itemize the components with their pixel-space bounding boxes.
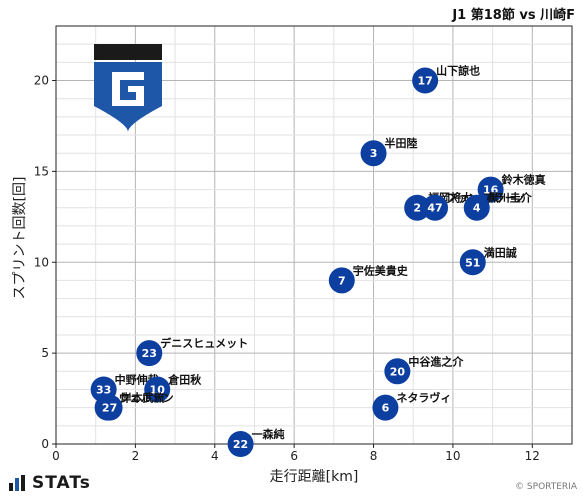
- y-tick-label: 0: [41, 437, 49, 451]
- stats-logo: STATs: [8, 473, 91, 493]
- player-marker: [463, 194, 490, 221]
- player-point: 3 半田陸: [360, 136, 418, 167]
- player-name: 鈴木徳真: [502, 173, 546, 187]
- player-point: 4 黒川圭介: [463, 191, 533, 221]
- player-point: 27 岸本武流: [96, 391, 165, 421]
- plot-frame: [55, 25, 573, 445]
- player-name: 倉田秋: [167, 372, 202, 386]
- player-marker: [422, 194, 449, 221]
- x-tick-label: 2: [132, 449, 140, 463]
- player-number: 3: [370, 147, 378, 160]
- x-tick-label: 0: [52, 449, 60, 463]
- player-number: 33: [96, 383, 111, 396]
- player-number: 17: [417, 75, 432, 88]
- player-point: 17 山下諒也: [412, 64, 480, 94]
- player-number: 6: [382, 402, 390, 415]
- axes: 0 2 4 6 8 10 12 0 5 10 15 20: [34, 25, 573, 463]
- player-marker: [412, 67, 439, 94]
- player-number: 10: [150, 383, 166, 396]
- x-axis-label: 走行距離[km]: [270, 468, 359, 485]
- player-number: 20: [390, 365, 406, 378]
- player-marker: [328, 267, 355, 294]
- player-marker: [372, 394, 399, 421]
- x-tick-label: 8: [370, 449, 378, 463]
- player-point: 6 ネタラヴィ: [372, 391, 451, 421]
- x-tick-label: 12: [525, 449, 540, 463]
- x-tick-label: 10: [445, 449, 460, 463]
- player-marker: [144, 376, 171, 403]
- club-crest-icon: [94, 44, 162, 132]
- player-number: 2: [413, 202, 421, 215]
- player-name: 中谷進之介: [408, 354, 464, 368]
- x-tick-label: 4: [211, 449, 219, 463]
- player-marker: [459, 249, 486, 276]
- y-tick-label: 20: [34, 74, 49, 88]
- player-name: 半田陸: [385, 136, 418, 150]
- player-marker: [227, 431, 254, 457]
- player-point: 7 宇佐美貴史: [328, 263, 409, 294]
- player-name: 宇佐美貴史: [353, 263, 409, 277]
- player-marker: [360, 140, 387, 167]
- player-name: デニスヒュメット: [160, 336, 248, 350]
- player-marker: [404, 194, 431, 221]
- y-axis-label: スプリント回数[回]: [12, 177, 28, 300]
- y-tick-label: 15: [34, 164, 49, 178]
- player-marker: [136, 340, 163, 367]
- player-number: 4: [473, 202, 481, 215]
- player-name: 黒川圭介: [488, 191, 533, 205]
- player-name: 一森純: [252, 427, 285, 441]
- stats-bars-icon: [9, 475, 25, 491]
- y-tick-label: 10: [34, 255, 49, 269]
- player-name: 山下諒也: [436, 64, 480, 78]
- y-tick-label: 5: [41, 346, 49, 360]
- player-number: 22: [233, 438, 248, 451]
- player-name: 岸本武流: [121, 391, 165, 405]
- player-marker: [96, 394, 123, 421]
- stats-brand-text: STATs: [32, 473, 91, 493]
- player-marker: [384, 358, 411, 385]
- player-number: 16: [483, 184, 499, 197]
- match-title: J1 第18節 vs 川崎F: [452, 8, 575, 23]
- player-marker: [477, 176, 504, 203]
- player-number: 51: [465, 256, 480, 269]
- player-name: ウェルトン: [119, 392, 174, 405]
- player-name: 満田誠: [484, 245, 517, 259]
- copyright-text: © SPORTERIA: [515, 482, 577, 492]
- player-point: 22 一森純: [227, 427, 285, 457]
- player-number: 23: [142, 347, 157, 360]
- player-name: ネタラヴィ: [396, 391, 451, 405]
- player-point: 51 満田誠: [459, 245, 517, 276]
- player-number: 7: [338, 274, 346, 287]
- x-tick-label: 6: [290, 449, 298, 463]
- player-number: 27: [102, 402, 117, 415]
- player-number: 47: [427, 202, 442, 215]
